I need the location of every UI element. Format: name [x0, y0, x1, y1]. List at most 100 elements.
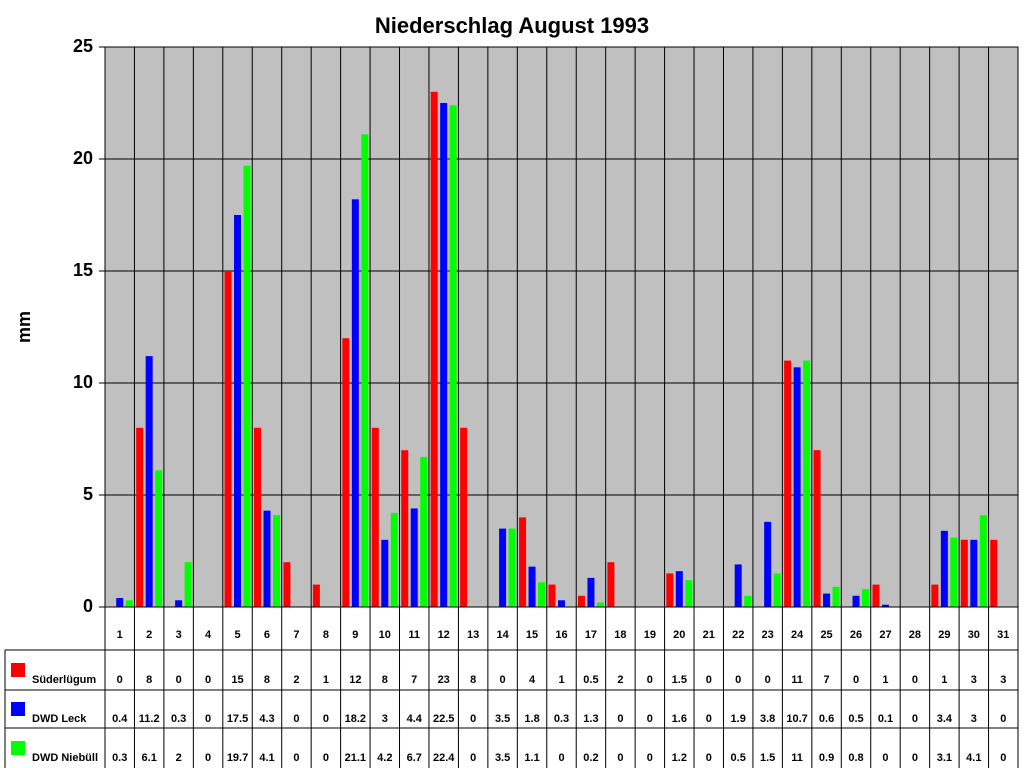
table-value: 7: [411, 674, 417, 686]
bar: [116, 598, 124, 607]
table-value: 0.5: [848, 713, 863, 725]
table-value: 19.7: [227, 752, 248, 764]
bar: [253, 427, 261, 607]
table-value: 0.9: [819, 752, 834, 764]
table-value: 15: [231, 674, 243, 686]
y-tick-label: 0: [83, 596, 93, 616]
x-tick-label: 13: [467, 629, 479, 641]
bar: [410, 508, 418, 607]
bar: [587, 577, 595, 607]
table-value: 0: [735, 674, 741, 686]
table-value: 12: [349, 674, 361, 686]
table-value: 0: [293, 752, 299, 764]
table-value: 0: [647, 674, 653, 686]
bar: [538, 582, 546, 607]
x-tick-label: 24: [791, 629, 804, 641]
table-value: 22.5: [433, 713, 454, 725]
table-value: 10.7: [786, 713, 807, 725]
table-value: 0: [176, 674, 182, 686]
bar: [548, 584, 556, 607]
bar: [508, 528, 516, 607]
table-value: 1: [882, 674, 888, 686]
y-axis-label: mm: [14, 311, 34, 343]
bar: [813, 450, 821, 607]
table-value: 0: [500, 674, 506, 686]
bar: [224, 271, 232, 607]
table-value: 0.5: [583, 674, 598, 686]
x-tick-label: 7: [293, 629, 299, 641]
bar: [596, 602, 604, 607]
table-value: 6.7: [407, 752, 422, 764]
bar: [184, 562, 192, 607]
bar: [940, 530, 948, 607]
table-value: 0.2: [583, 752, 598, 764]
table-value: 8: [146, 674, 152, 686]
table-value: 0: [293, 713, 299, 725]
table-value: 0.3: [554, 713, 569, 725]
table-value: 4.2: [377, 752, 392, 764]
x-tick-label: 4: [205, 629, 212, 641]
bar: [361, 134, 369, 608]
table-value: 4.1: [966, 752, 981, 764]
bar: [685, 580, 693, 607]
plot-background: [105, 47, 1018, 607]
table-value: 4: [529, 674, 536, 686]
table-value: 0: [558, 752, 564, 764]
table-value: 11: [791, 752, 803, 764]
x-tick-label: 29: [938, 629, 950, 641]
table-value: 8: [470, 674, 476, 686]
bar: [243, 165, 251, 607]
table-value: 0: [912, 752, 918, 764]
table-value: 0: [912, 674, 918, 686]
table-value: 7: [824, 674, 830, 686]
bar: [449, 105, 457, 608]
table-value: 8: [382, 674, 388, 686]
table-value: 11.2: [139, 713, 160, 725]
legend-swatch: [11, 741, 25, 755]
table-value: 2: [293, 674, 299, 686]
table-value: 0: [117, 674, 123, 686]
x-tick-label: 2: [146, 629, 152, 641]
bar: [607, 562, 615, 607]
table-value: 2: [176, 752, 182, 764]
bar: [852, 595, 860, 607]
table-value: 0.1: [878, 713, 893, 725]
y-tick-label: 20: [73, 148, 93, 168]
legend-swatch: [11, 702, 25, 716]
table-value: 22.4: [433, 752, 455, 764]
table-value: 3: [971, 674, 977, 686]
x-tick-label: 15: [526, 629, 538, 641]
bar: [931, 584, 939, 607]
x-tick-label: 17: [585, 629, 597, 641]
y-tick-label: 5: [83, 484, 93, 504]
table-value: 1.9: [731, 713, 746, 725]
bar: [881, 604, 889, 607]
bar: [381, 539, 389, 607]
table-value: 0: [205, 713, 211, 725]
table-value: 0: [323, 713, 329, 725]
table-value: 0: [706, 752, 712, 764]
table-value: 4.1: [259, 752, 274, 764]
x-tick-label: 8: [323, 629, 329, 641]
bar: [519, 517, 527, 607]
bar: [401, 450, 409, 607]
table-value: 1.8: [524, 713, 539, 725]
table-value: 0: [1000, 752, 1006, 764]
table-value: 0: [617, 752, 623, 764]
bar: [979, 515, 987, 607]
table-value: 17.5: [227, 713, 248, 725]
bar: [351, 199, 359, 607]
table-value: 3: [971, 713, 977, 725]
x-tick-label: 23: [762, 629, 774, 641]
table-value: 0: [647, 713, 653, 725]
table-value: 1: [558, 674, 564, 686]
bar: [784, 360, 792, 607]
table-value: 1.3: [583, 713, 598, 725]
bar: [312, 584, 320, 607]
bar: [234, 215, 242, 607]
bar: [145, 356, 153, 607]
table-value: 4.3: [259, 713, 274, 725]
table-value: 0: [205, 752, 211, 764]
legend-label: DWD Niebüll: [32, 752, 98, 764]
